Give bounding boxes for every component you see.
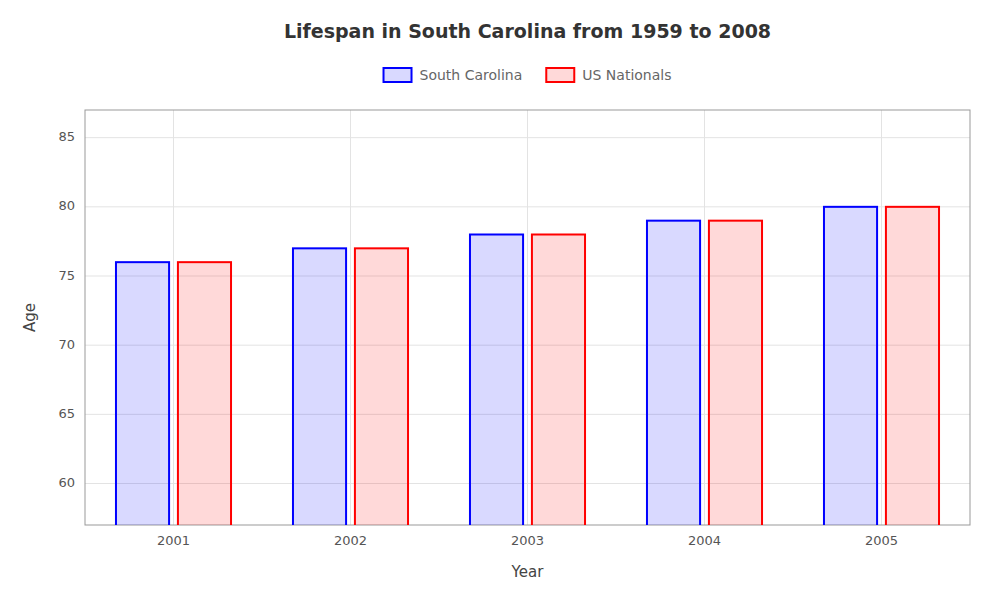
bar (293, 248, 346, 525)
y-axis-label: Age (21, 303, 39, 332)
x-axis-label: Year (511, 563, 545, 581)
legend-swatch (384, 68, 412, 82)
x-tick-label: 2003 (511, 533, 544, 548)
chart-title: Lifespan in South Carolina from 1959 to … (284, 20, 771, 42)
legend-item: South Carolina (384, 67, 523, 83)
legend: South Carolina US Nationals (384, 67, 672, 83)
y-tick-label: 75 (58, 268, 75, 283)
y-axis: 60 65 70 75 80 85 (58, 129, 75, 490)
x-tick-label: 2004 (688, 533, 721, 548)
bar (647, 221, 700, 525)
x-tick-label: 2002 (334, 533, 367, 548)
legend-label: US Nationals (582, 67, 671, 83)
y-tick-label: 70 (58, 337, 75, 352)
x-tick-label: 2005 (865, 533, 898, 548)
y-tick-label: 85 (58, 129, 75, 144)
y-tick-label: 80 (58, 198, 75, 213)
legend-swatch (546, 68, 574, 82)
y-tick-label: 65 (58, 406, 75, 421)
y-tick-label: 60 (58, 475, 75, 490)
bar (355, 248, 408, 525)
bar (116, 262, 169, 525)
x-grid-line (350, 110, 351, 525)
bar (178, 262, 231, 525)
x-grid-line (173, 110, 174, 525)
x-grid-line (704, 110, 705, 525)
x-grid-line (527, 110, 528, 525)
bar (824, 207, 877, 525)
x-axis: 2001 2002 2003 2004 2005 (157, 533, 898, 548)
chart-container: 60 65 70 75 80 85 2001 2002 2003 2004 2005 Year Age L… (0, 0, 1000, 600)
bar (886, 207, 939, 525)
bar (532, 235, 585, 526)
chart-svg: 60 65 70 75 80 85 2001 2002 2003 2004 2005 Year Age L… (0, 0, 1000, 600)
bar (709, 221, 762, 525)
legend-label: South Carolina (420, 67, 523, 83)
bar (470, 235, 523, 526)
x-grid-line (881, 110, 882, 525)
x-tick-label: 2001 (157, 533, 190, 548)
legend-item: US Nationals (546, 67, 671, 83)
bars (116, 207, 939, 525)
